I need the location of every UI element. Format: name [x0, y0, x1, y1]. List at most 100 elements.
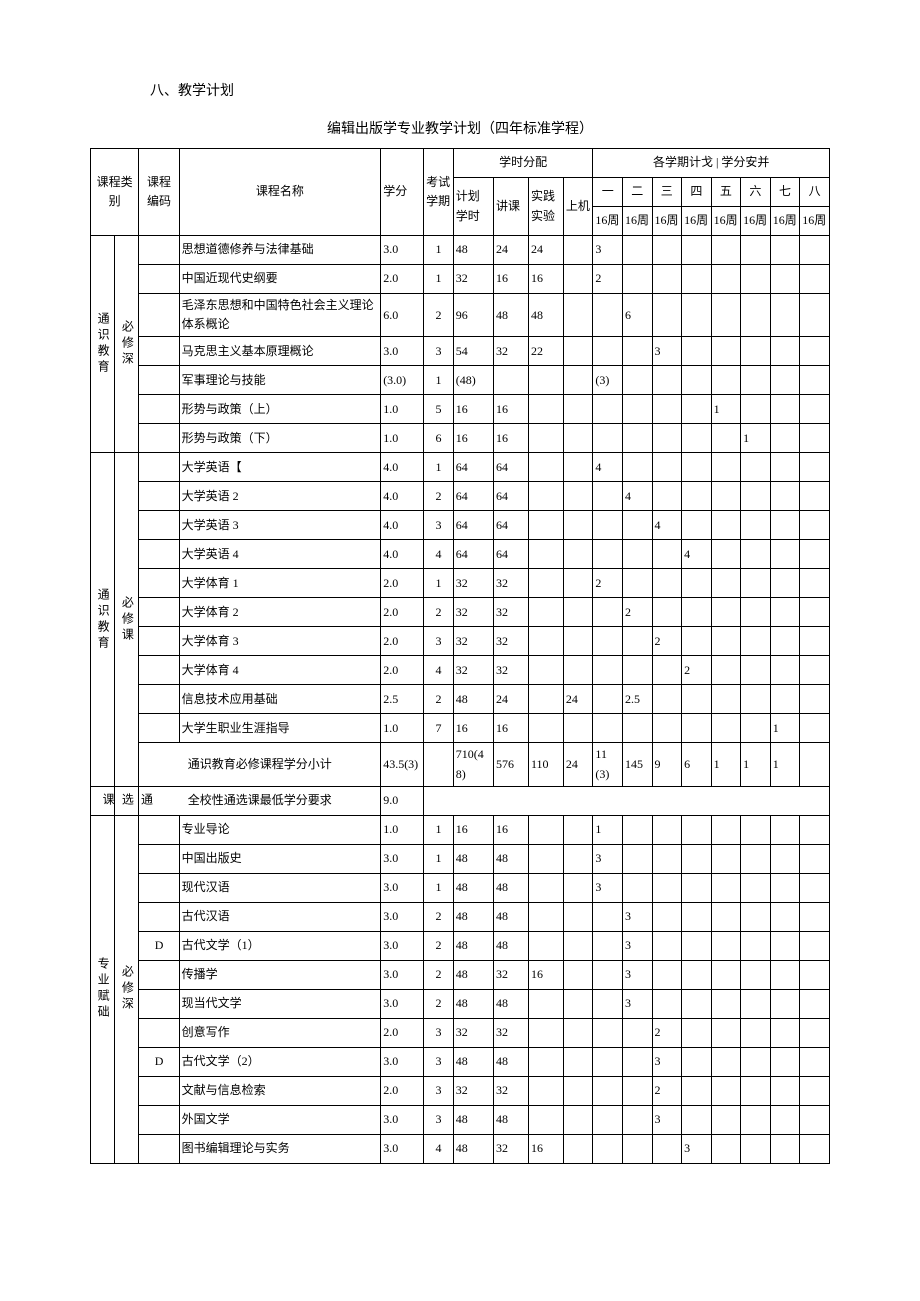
table-row: 信息技术应用基础2.524824242.5 [91, 685, 830, 714]
hdr-sem: 各学期计戈 | 学分安并 [593, 149, 830, 178]
sem-6 [741, 1047, 771, 1076]
sem-7 [770, 337, 800, 366]
table-row: 通选课全校性通选课最低学分要求9.0 [91, 786, 830, 815]
lecture: 48 [494, 1105, 529, 1134]
computer [563, 656, 593, 685]
hdr-week-3: 16周 [652, 207, 682, 236]
lab [528, 1076, 563, 1105]
sem-6 [741, 627, 771, 656]
hdr-week-8: 16周 [800, 207, 830, 236]
category-2: 必修课 [115, 453, 139, 786]
table-row: 毛泽东思想和中国特色社会主义理论体系概论6.029648486 [91, 294, 830, 337]
computer [563, 1018, 593, 1047]
sem-5: 1 [711, 743, 741, 786]
sem-1 [593, 1076, 623, 1105]
credit: 2.0 [381, 569, 424, 598]
sem-6 [741, 511, 771, 540]
category-1: 通识教育 [91, 236, 115, 453]
lab [528, 366, 563, 395]
sem-4 [682, 395, 712, 424]
sem-3 [652, 453, 682, 482]
sem-3 [652, 815, 682, 844]
sem-1: 2 [593, 265, 623, 294]
sem-3: 2 [652, 627, 682, 656]
sem-7 [770, 511, 800, 540]
sem-7 [770, 569, 800, 598]
hdr-week-7: 16周 [770, 207, 800, 236]
sem-2 [622, 844, 652, 873]
sem-6 [741, 685, 771, 714]
sem-1 [593, 1018, 623, 1047]
sem-2 [622, 1134, 652, 1163]
lecture: 576 [494, 743, 529, 786]
sem-6 [741, 902, 771, 931]
sem-5 [711, 337, 741, 366]
sem-8 [800, 366, 830, 395]
sem-3 [652, 931, 682, 960]
exam: 7 [424, 714, 454, 743]
lecture: 16 [494, 714, 529, 743]
hdr-lab: 实践实验 [528, 178, 563, 236]
sem-2: 3 [622, 960, 652, 989]
lecture: 32 [494, 598, 529, 627]
sem-2 [622, 1047, 652, 1076]
sem-4 [682, 482, 712, 511]
sem-1: 4 [593, 453, 623, 482]
table-row: D古代文学（1）3.0248483 [91, 931, 830, 960]
exam: 2 [424, 294, 454, 337]
lecture: 16 [494, 395, 529, 424]
computer [563, 598, 593, 627]
hdr-week-5: 16周 [711, 207, 741, 236]
course-name: 现代汉语 [179, 873, 381, 902]
sem-8 [800, 1076, 830, 1105]
credit: 2.5 [381, 685, 424, 714]
category-2: 必修深 [115, 236, 139, 453]
course-name: 大学英语 3 [179, 511, 381, 540]
sem-8 [800, 1047, 830, 1076]
sem-4: 6 [682, 743, 712, 786]
computer [563, 337, 593, 366]
sem-7 [770, 960, 800, 989]
exam: 1 [424, 453, 454, 482]
table-row: 大学体育 12.0132322 [91, 569, 830, 598]
sem-1 [593, 656, 623, 685]
sem-6 [741, 873, 771, 902]
computer [563, 236, 593, 265]
hours: 16 [453, 424, 493, 453]
sem-6 [741, 815, 771, 844]
hours: 48 [453, 1134, 493, 1163]
course-name: 图书编辑理论与实务 [179, 1134, 381, 1163]
sem-6 [741, 1076, 771, 1105]
sem-7 [770, 453, 800, 482]
sem-8 [800, 1134, 830, 1163]
hours: 48 [453, 236, 493, 265]
sem-7 [770, 1105, 800, 1134]
computer [563, 511, 593, 540]
sem-2: 2.5 [622, 685, 652, 714]
sem-5 [711, 1076, 741, 1105]
sem-4 [682, 931, 712, 960]
sem-5 [711, 902, 741, 931]
sem-6 [741, 395, 771, 424]
lab: 22 [528, 337, 563, 366]
sem-6 [741, 265, 771, 294]
credit: 3.0 [381, 902, 424, 931]
lab [528, 844, 563, 873]
sem-2 [622, 395, 652, 424]
category-1: 通识教育 [91, 453, 115, 786]
course-name: 大学英语 4 [179, 540, 381, 569]
sem-3 [652, 714, 682, 743]
sem-6 [741, 714, 771, 743]
course-code [139, 627, 179, 656]
sem-2: 3 [622, 931, 652, 960]
sem-5 [711, 265, 741, 294]
sem-2 [622, 265, 652, 294]
computer [563, 424, 593, 453]
hours: 32 [453, 569, 493, 598]
lab: 16 [528, 960, 563, 989]
sem-6 [741, 540, 771, 569]
sem-7 [770, 1076, 800, 1105]
sem-3: 2 [652, 1076, 682, 1105]
credit: 1.0 [381, 424, 424, 453]
lab [528, 989, 563, 1018]
